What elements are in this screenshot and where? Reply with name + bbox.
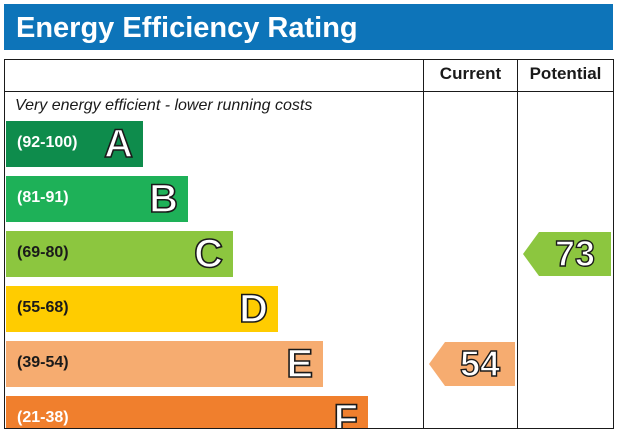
potential-arrow-shape <box>523 232 611 276</box>
current-header: Current <box>439 64 502 83</box>
band-range-label: (81-91) <box>17 189 69 206</box>
band-b: (81-91) B <box>6 176 188 222</box>
band-range-label: (69-80) <box>17 244 69 261</box>
band-range-label: (39-54) <box>17 354 69 371</box>
current-arrow-shape <box>429 342 515 386</box>
page-title: Energy Efficiency Rating <box>16 12 358 44</box>
potential-rating-value: 73 <box>554 232 596 274</box>
band-d: (55-68) D <box>6 286 278 332</box>
current-rating-value: 54 <box>459 342 501 384</box>
current-rating-arrow: 54 <box>429 342 515 386</box>
title-bar: Energy Efficiency Rating <box>4 4 613 50</box>
band-letter: A <box>103 121 133 167</box>
header-divider <box>5 91 613 92</box>
potential-rating-arrow: 73 <box>523 232 611 276</box>
band-letter: E <box>286 341 314 387</box>
band-f: (21-38) F <box>6 396 368 429</box>
efficiency-note: Very energy efficient - lower running co… <box>15 97 313 114</box>
band-a: (92-100) A <box>6 121 143 167</box>
band-c: (69-80) C <box>6 231 233 277</box>
band-letter: B <box>148 176 178 222</box>
band-e: (39-54) E <box>6 341 323 387</box>
potential-header: Potential <box>529 64 602 83</box>
band-range-label: (92-100) <box>17 134 78 151</box>
band-range-label: (55-68) <box>17 299 69 316</box>
current-column-divider <box>423 60 424 428</box>
band-letter: D <box>238 286 268 332</box>
band-letter: F <box>333 396 359 429</box>
energy-rating-chart: Current Potential Very energy efficient … <box>4 59 614 429</box>
band-letter: C <box>193 231 223 277</box>
band-range-label: (21-38) <box>17 409 69 426</box>
potential-column-divider <box>517 60 518 428</box>
